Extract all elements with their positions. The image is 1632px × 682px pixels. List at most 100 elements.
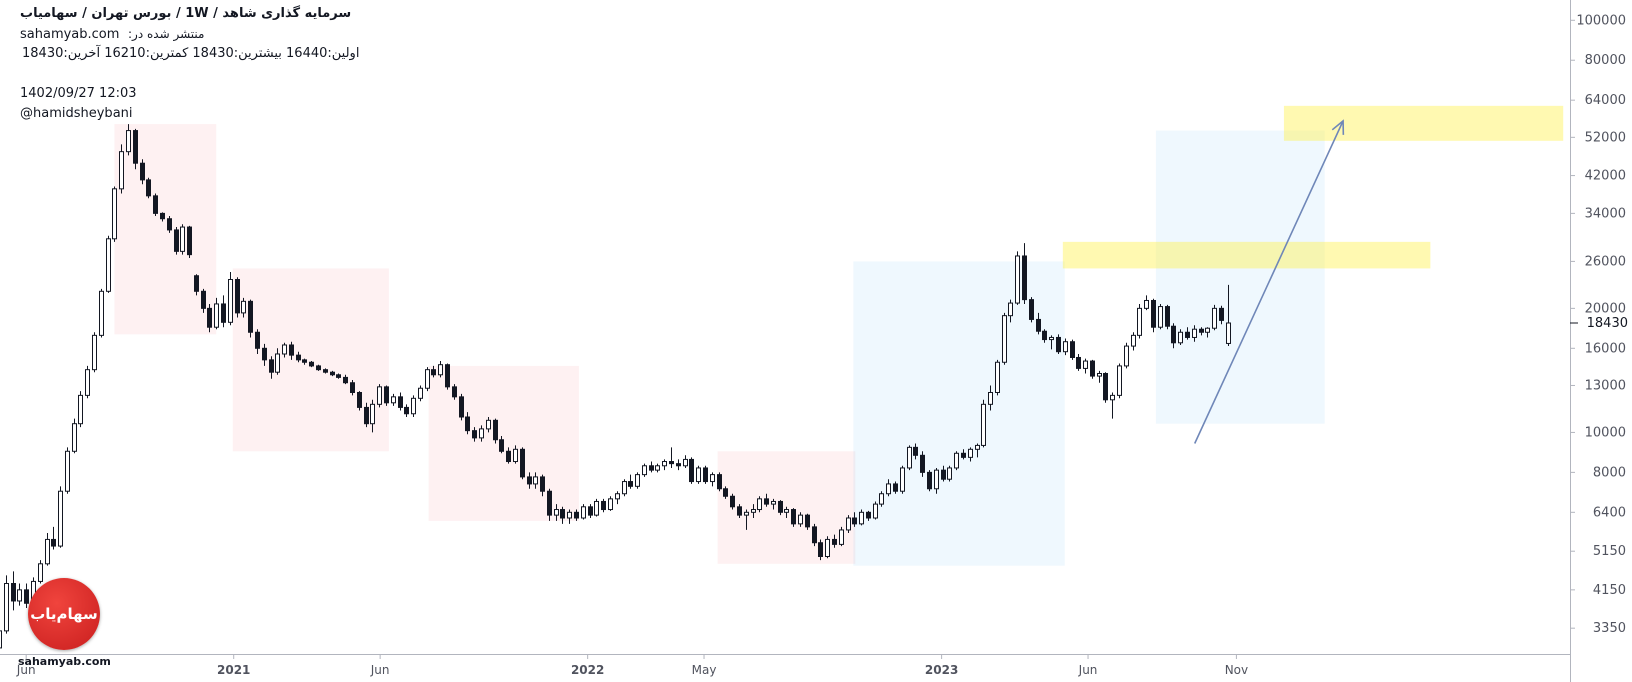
candle-90 <box>608 496 613 511</box>
x-axis[interactable]: Jun 2021 Jun 2022 May 2023 Jun Nov <box>16 654 1248 677</box>
candle-86 <box>581 504 586 520</box>
candle-body <box>370 403 375 425</box>
candle-78 <box>527 472 532 489</box>
candle-93 <box>628 474 633 489</box>
candle-body <box>1090 360 1095 377</box>
x-tick-label: Jun <box>370 663 390 677</box>
candle-7 <box>45 533 50 566</box>
y-tick-label: 42000 <box>1585 169 1626 184</box>
candle-149 <box>1008 299 1013 323</box>
candle-body <box>106 238 111 292</box>
candle-body <box>737 506 742 516</box>
candle-body <box>920 454 925 473</box>
candle-125 <box>846 515 851 534</box>
candle-36 <box>241 297 246 318</box>
candle-body <box>65 450 70 492</box>
y-tick-label: 80000 <box>1585 53 1626 68</box>
candle-4 <box>24 583 29 608</box>
candle-87 <box>588 504 593 518</box>
candle-body <box>377 386 382 405</box>
candle-51 <box>343 374 348 385</box>
candle-body <box>662 461 667 467</box>
yellow-zone-6[interactable] <box>1062 241 1431 269</box>
arrow-shaft <box>1193 120 1344 444</box>
candle-107 <box>723 486 728 499</box>
candle-body <box>588 506 593 516</box>
pink-zone-1[interactable] <box>232 268 389 452</box>
candle-99 <box>669 447 674 468</box>
candle-123 <box>832 534 837 548</box>
trend-arrow[interactable] <box>1193 119 1345 444</box>
candle-body <box>235 278 240 314</box>
ohlc-legend: اولین:16440 بیشترین:18430 کمترین:16210 آ… <box>22 46 360 61</box>
candle-body <box>472 430 477 439</box>
candle-122 <box>825 536 830 559</box>
candle-body <box>1042 330 1047 341</box>
candle-76 <box>513 445 518 464</box>
candle-body <box>24 589 29 604</box>
candle-120 <box>812 523 817 547</box>
candle-42 <box>282 342 287 358</box>
candle-77 <box>520 447 525 480</box>
candle-74 <box>499 436 504 454</box>
y-axis[interactable]: 3350 4150 5150 6400 8000 10000 13000 16000 20000… <box>1570 13 1626 636</box>
x-tick-label: 2021 <box>217 663 250 677</box>
candle-body <box>493 419 498 441</box>
arrow-head-icon <box>1331 119 1345 135</box>
candle-body <box>1158 306 1163 328</box>
candle-body <box>574 511 579 519</box>
candle-body <box>649 465 654 471</box>
candle-body <box>207 307 212 328</box>
candle-body <box>540 476 545 492</box>
published-site[interactable]: sahamyab.com <box>20 27 120 42</box>
candle-body <box>58 490 63 547</box>
candle-128 <box>866 510 871 521</box>
candle-165 <box>1117 363 1122 399</box>
candle-145 <box>981 399 986 448</box>
candle-131 <box>886 479 891 497</box>
candle-body <box>683 458 688 467</box>
candle-73 <box>493 418 498 444</box>
candle-159 <box>1076 353 1081 371</box>
candle-body <box>839 529 844 545</box>
candle-126 <box>852 512 857 527</box>
candle-141 <box>954 451 959 471</box>
candle-body <box>438 364 443 376</box>
candle-24 <box>160 212 165 222</box>
candle-body <box>1015 255 1020 304</box>
candle-169 <box>1144 295 1149 311</box>
candle-15 <box>99 288 104 338</box>
candle-body <box>730 495 735 508</box>
candle-127 <box>859 509 864 526</box>
candle-105 <box>710 472 715 487</box>
candle-52 <box>350 380 355 396</box>
candle-179 <box>1212 304 1217 331</box>
candle-body <box>520 448 525 478</box>
y-tick-label: 4150 <box>1593 583 1626 598</box>
candle-body <box>764 498 769 505</box>
candle-31 <box>207 303 212 333</box>
candle-171 <box>1158 303 1163 330</box>
candle-21 <box>140 159 145 185</box>
candle-body <box>262 347 267 361</box>
candle-55 <box>370 399 375 433</box>
candle-43 <box>289 341 294 360</box>
blue-zone-5[interactable] <box>1155 130 1325 424</box>
candle-162 <box>1097 370 1102 383</box>
candle-172 <box>1165 304 1170 330</box>
candle-body <box>465 416 470 432</box>
candle-69 <box>465 412 470 435</box>
candle-29 <box>194 274 199 296</box>
candle-body <box>1178 331 1183 344</box>
candle-body <box>1226 322 1231 344</box>
candle-100 <box>676 459 681 471</box>
candle-35 <box>235 277 240 318</box>
candle-65 <box>438 361 443 378</box>
candle-body <box>180 226 185 252</box>
candle-59 <box>398 392 403 411</box>
yellow-zone-7[interactable] <box>1283 105 1564 141</box>
candle-108 <box>730 493 735 510</box>
candle-18 <box>119 144 124 194</box>
pink-zone-0[interactable] <box>114 124 217 335</box>
